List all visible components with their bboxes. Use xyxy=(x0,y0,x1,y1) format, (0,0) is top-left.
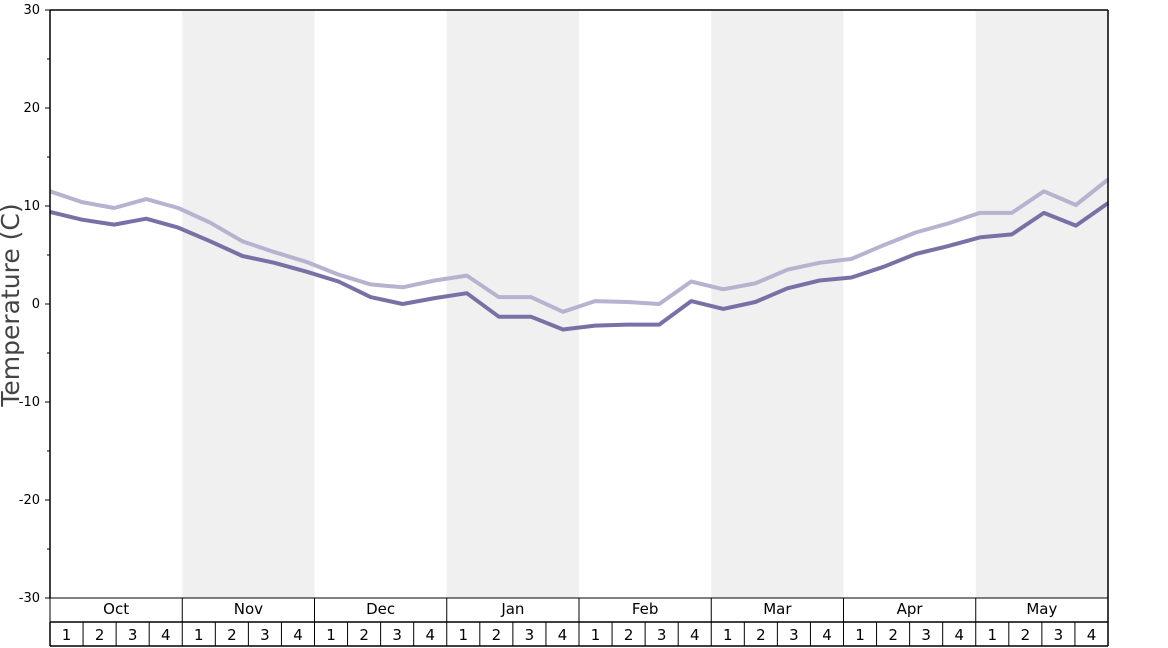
month-bands xyxy=(182,10,1108,598)
y-tick-label: 0 xyxy=(32,297,40,312)
y-tick-label: 10 xyxy=(23,199,40,214)
month-label: Oct xyxy=(103,600,129,618)
week-label: 4 xyxy=(954,626,964,644)
week-label: 3 xyxy=(392,626,402,644)
week-label: 3 xyxy=(525,626,535,644)
month-label: Dec xyxy=(366,600,395,618)
y-axis-ticks: 30 20 10 0 -10 -20 -30 xyxy=(19,3,50,606)
x-axis: Oct Nov Dec Jan Feb Mar Apr May 1 2 3 4 1 2 3 4 1 2 3 4 1 2 3 4… xyxy=(49,598,1109,647)
month-band xyxy=(711,10,844,598)
y-tick-label: 20 xyxy=(23,101,40,116)
week-label: 4 xyxy=(822,626,832,644)
y-tick-label: -10 xyxy=(19,395,40,410)
month-label: Nov xyxy=(234,600,263,618)
week-label: 1 xyxy=(855,626,865,644)
week-label: 3 xyxy=(789,626,799,644)
week-label: 1 xyxy=(591,626,601,644)
week-label: 1 xyxy=(194,626,204,644)
week-label: 4 xyxy=(293,626,303,644)
week-label: 4 xyxy=(161,626,171,644)
month-band xyxy=(975,10,1108,598)
week-label: 3 xyxy=(921,626,931,644)
y-tick-label: -20 xyxy=(19,493,40,508)
week-label: 4 xyxy=(690,626,700,644)
y-tick-label: 30 xyxy=(23,3,40,18)
week-label: 2 xyxy=(756,626,766,644)
week-label: 3 xyxy=(657,626,667,644)
week-label: 3 xyxy=(260,626,270,644)
average-low-line xyxy=(49,201,1110,332)
week-label: 4 xyxy=(558,626,568,644)
week-label: 1 xyxy=(326,626,336,644)
week-label: 1 xyxy=(723,626,733,644)
week-label: 2 xyxy=(359,626,369,644)
week-label: 3 xyxy=(1054,626,1064,644)
week-label: 2 xyxy=(624,626,634,644)
week-label: 4 xyxy=(1087,626,1097,644)
y-axis-title: Temperature (C) xyxy=(0,203,25,407)
week-label: 1 xyxy=(459,626,469,644)
average-lines xyxy=(49,177,1110,332)
month-label: Jan xyxy=(500,600,524,618)
month-label: Feb xyxy=(632,600,659,618)
week-label: 2 xyxy=(492,626,502,644)
week-label: 2 xyxy=(95,626,105,644)
average-high-line xyxy=(49,177,1110,314)
month-label: Apr xyxy=(897,600,924,618)
week-label: 2 xyxy=(227,626,237,644)
month-label: Mar xyxy=(763,600,792,618)
y-tick-label: -30 xyxy=(19,591,40,606)
week-label: 4 xyxy=(425,626,435,644)
month-label: May xyxy=(1026,600,1057,618)
week-label: 2 xyxy=(1021,626,1031,644)
month-band xyxy=(182,10,315,598)
week-label: 1 xyxy=(62,626,72,644)
week-label: 1 xyxy=(988,626,998,644)
week-label: 3 xyxy=(128,626,138,644)
month-band xyxy=(446,10,579,598)
week-label: 2 xyxy=(888,626,898,644)
